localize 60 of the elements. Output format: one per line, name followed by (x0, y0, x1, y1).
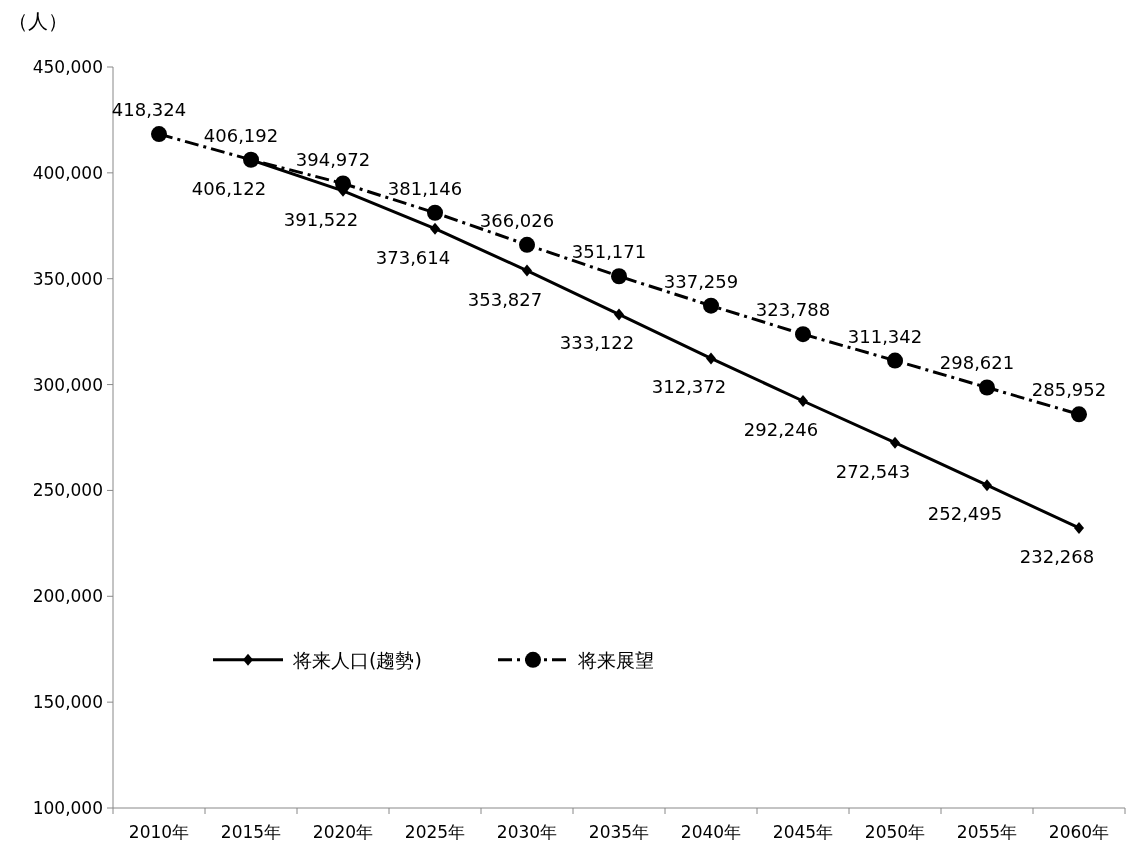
data-label: 323,788 (755, 299, 831, 321)
point (890, 436, 900, 449)
point (706, 352, 716, 365)
point (614, 308, 624, 321)
data-label: 394,972 (295, 148, 371, 170)
point (611, 268, 627, 285)
x-tick-label: 2050年 (864, 822, 926, 842)
x-tick-label: 2055年 (956, 822, 1018, 842)
y-tick-label: 100,000 (32, 798, 103, 818)
data-label: 252,495 (927, 503, 1003, 525)
point (1071, 406, 1087, 423)
data-label: 353,827 (467, 288, 543, 310)
legend-label: 将来人口(趨勢) (292, 648, 422, 671)
x-tick-label: 2045年 (772, 822, 834, 842)
data-label: 333,122 (559, 332, 635, 354)
point (982, 479, 992, 492)
data-label: 406,122 (191, 177, 267, 199)
data-label: 272,543 (835, 460, 911, 482)
point (522, 264, 532, 277)
y-tick-label: 450,000 (32, 57, 103, 77)
data-label: 406,192 (203, 124, 279, 146)
data-label: 366,026 (479, 209, 555, 231)
data-label: 285,952 (1031, 379, 1107, 401)
data-label: 311,342 (847, 325, 923, 347)
legend-label: 将来展望 (577, 648, 654, 671)
data-label: 337,259 (663, 270, 739, 292)
point (887, 352, 903, 369)
point (430, 222, 440, 235)
point (427, 204, 443, 221)
point (795, 326, 811, 343)
y-tick-label: 400,000 (32, 162, 103, 183)
x-tick-label: 2015年 (220, 822, 282, 842)
y-tick-label: 200,000 (32, 586, 103, 607)
x-tick-label: 2035年 (588, 822, 650, 842)
data-label: 312,372 (651, 376, 727, 398)
data-label: 391,522 (283, 208, 359, 230)
data-label: 351,171 (571, 241, 647, 263)
x-tick-label: 2025年 (404, 822, 466, 842)
data-label: 292,246 (743, 418, 819, 440)
x-tick-label: 2010年 (128, 822, 190, 842)
y-axis-title: （人） (8, 9, 68, 33)
point (979, 379, 995, 396)
x-tick-label: 2030年 (496, 822, 558, 842)
y-tick-label: 300,000 (32, 374, 103, 395)
y-tick-label: 250,000 (32, 480, 103, 501)
data-label: 232,268 (1019, 545, 1095, 567)
data-label: 373,614 (375, 246, 451, 268)
y-tick-label: 350,000 (32, 268, 103, 289)
point (703, 297, 719, 314)
point (798, 394, 808, 407)
y-tick-label: 150,000 (32, 692, 103, 713)
x-tick-label: 2060年 (1048, 822, 1110, 842)
point (519, 236, 535, 253)
data-label: 418,324 (111, 99, 187, 121)
x-tick-label: 2020年 (312, 822, 374, 842)
point (1074, 521, 1084, 534)
point (151, 126, 167, 143)
data-label: 381,146 (387, 177, 463, 199)
data-label: 298,621 (939, 352, 1015, 374)
x-tick-label: 2040年 (680, 822, 742, 842)
